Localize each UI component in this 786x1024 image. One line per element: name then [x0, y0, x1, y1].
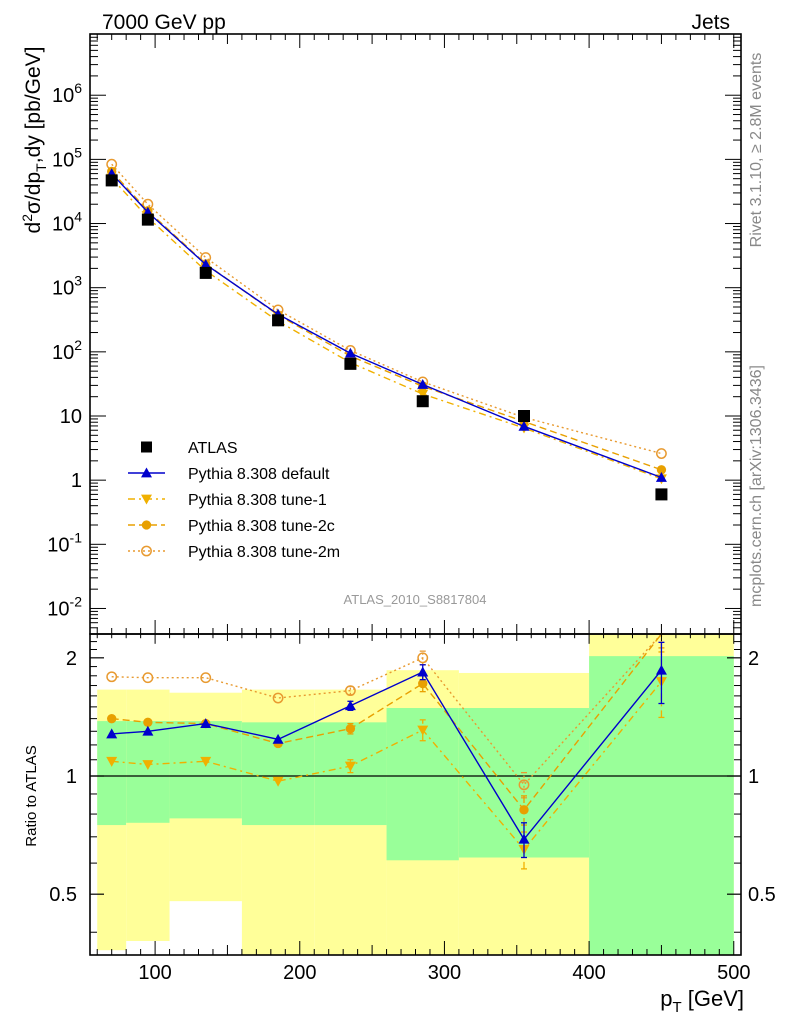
uncertainty-band-green	[169, 721, 242, 819]
ratio-point	[107, 713, 117, 724]
ratio-ytick-label: 2	[748, 648, 759, 670]
svg-text:d2σ/dpT,dy [pb/GeV]: d2σ/dpT,dy [pb/GeV]	[19, 47, 49, 234]
legend-label: ATLAS	[188, 440, 238, 457]
main-ylabel: d2σ/dpT,dy [pb/GeV]	[19, 47, 49, 234]
ratio-point	[272, 776, 284, 787]
ratio-point	[345, 723, 356, 734]
main-point	[105, 174, 118, 187]
main-point	[200, 258, 212, 269]
main-frame	[89, 33, 742, 635]
main-ytick-label: 10	[60, 406, 82, 428]
ratio-point	[142, 725, 154, 736]
ratio-point	[519, 805, 529, 815]
ratio-point	[417, 652, 429, 664]
legend-marker	[141, 545, 152, 557]
ratio-point	[106, 728, 118, 739]
ratio-point	[344, 761, 356, 772]
ratio-point	[200, 718, 212, 728]
uncertainty-band-green	[97, 721, 127, 826]
ratio-series-line	[111, 681, 662, 851]
uncertainty-band-green	[314, 722, 387, 826]
legend-label: Pythia 8.308 default	[188, 466, 330, 483]
legend-marker	[141, 520, 152, 530]
main-point	[656, 465, 667, 475]
ratio-ytick-label: 1	[748, 766, 759, 788]
xtick-label: 500	[717, 962, 750, 984]
main-point	[656, 448, 667, 459]
main-ytick-label: 102	[52, 337, 82, 364]
main-ytick-label: 10-2	[47, 593, 82, 620]
xtick-label: 300	[428, 962, 461, 984]
ratio-point	[417, 666, 429, 677]
ratio-point	[200, 672, 212, 684]
ratio-point	[518, 779, 530, 791]
legend: ATLAS Pythia 8.308 default Pythia 8.308 tu…	[128, 440, 340, 561]
legend-label: Pythia 8.308 tune-2m	[188, 544, 340, 561]
svg-text:pT [GeV]: pT [GeV]	[660, 986, 744, 1016]
ratio-point	[106, 671, 118, 683]
header-left: 7000 GeV pp	[102, 11, 226, 34]
legend-marker	[141, 441, 152, 453]
side-label-top: Rivet 3.1.10, ≥ 2.8M events	[748, 53, 765, 248]
main-ytick-label: 1	[71, 470, 82, 492]
ratio-ytick-label: 2	[66, 648, 77, 670]
ratio-series-line	[111, 669, 662, 841]
ratio-series-line	[111, 633, 662, 811]
ratio-point	[106, 756, 118, 767]
main-series-line	[111, 163, 662, 455]
legend-marker	[141, 494, 152, 505]
main-point	[344, 357, 357, 370]
main-point	[655, 488, 668, 501]
ratio-panel: 0.5 0.5 1 1 2 2 100 200 300 400 500	[49, 34, 776, 984]
main-ytick-label: 103	[52, 273, 82, 300]
x-axis-label: pT [GeV]	[660, 986, 744, 1016]
ratio-ytick-label: 0.5	[748, 884, 776, 906]
side-label-bottom: mcplots.cern.ch [arXiv:1306.3436]	[748, 365, 765, 607]
main-point	[417, 378, 429, 389]
ratio-point	[417, 725, 429, 736]
ratio-ylabel: Ratio to ATLAS	[23, 745, 40, 846]
main-point	[141, 213, 154, 226]
ratio-point	[142, 760, 154, 770]
main-point	[199, 266, 212, 279]
ratio-point	[200, 756, 212, 767]
ratio-point	[344, 700, 356, 711]
main-series-line	[111, 177, 662, 480]
uncertainty-band-green	[126, 721, 170, 823]
analysis-label: ATLAS_2010_S8817804	[344, 592, 487, 607]
ratio-ytick-label: 0.5	[49, 884, 77, 906]
main-ytick-label: 104	[52, 209, 82, 236]
main-series-line	[111, 173, 662, 479]
legend-label: Pythia 8.308 tune-1	[188, 492, 327, 509]
main-point	[655, 472, 667, 482]
main-series-line	[111, 170, 662, 471]
main-ytick-label: 10-1	[47, 529, 82, 556]
ratio-point	[655, 664, 667, 675]
legend-label: Pythia 8.308 tune-2c	[188, 518, 335, 535]
main-point	[518, 420, 530, 431]
main-ytick-label: 105	[52, 144, 82, 171]
main-ytick-label: 106	[52, 80, 82, 107]
ratio-point	[418, 678, 428, 689]
ratio-point	[272, 733, 284, 744]
ratio-point	[143, 717, 153, 728]
ratio-point	[272, 692, 284, 704]
xtick-label: 100	[138, 962, 171, 984]
ratio-point	[518, 833, 530, 844]
main-panel: 10-2 10-1 1 10 102 103 104 105 106	[47, 33, 742, 635]
main-point	[272, 314, 285, 327]
ratio-point	[142, 672, 154, 684]
header-right: Jets	[691, 11, 730, 34]
main-point	[416, 395, 429, 408]
xtick-label: 200	[283, 962, 316, 984]
main-point	[518, 410, 530, 423]
legend-marker	[141, 467, 152, 478]
main-point	[417, 389, 429, 400]
ratio-ytick-label: 1	[66, 766, 77, 788]
xtick-label: 400	[572, 962, 605, 984]
ratio-series-line	[111, 633, 662, 786]
main-point	[344, 347, 356, 358]
ratio-point	[344, 685, 356, 697]
